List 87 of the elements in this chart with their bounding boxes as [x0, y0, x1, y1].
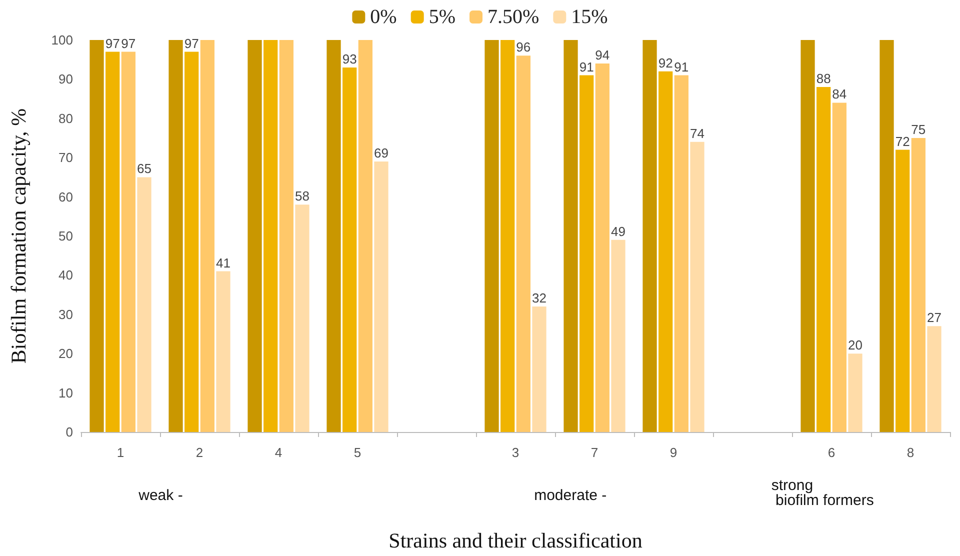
- data-label: 49: [611, 224, 626, 239]
- data-label: 97: [105, 36, 120, 51]
- x-tick-label: 2: [196, 445, 204, 460]
- text: moderate -: [534, 487, 607, 504]
- x-tick-label: 8: [906, 445, 914, 460]
- bar: [295, 204, 310, 432]
- x-tick-label: 4: [274, 445, 282, 460]
- bar: [800, 40, 815, 432]
- data-label: 97: [184, 36, 199, 51]
- bar: [816, 87, 831, 432]
- bar: [106, 52, 120, 432]
- y-tick-label: 100: [51, 32, 73, 48]
- x-tick-label: 3: [512, 445, 520, 460]
- bar: [674, 75, 688, 432]
- y-tick-label: 20: [58, 346, 73, 362]
- data-label: 20: [848, 338, 862, 353]
- x-tick-label: 9: [670, 445, 678, 460]
- bar: [121, 52, 136, 432]
- data-label: 41: [216, 255, 230, 270]
- bar: [342, 67, 357, 432]
- y-tick-label: 80: [58, 110, 73, 126]
- bar: [848, 354, 862, 432]
- y-tick-label: 70: [58, 150, 73, 166]
- bar: [927, 326, 942, 432]
- bar: [564, 40, 578, 432]
- data-label: 32: [532, 290, 546, 306]
- bar: [880, 40, 894, 432]
- y-tick-label: 90: [58, 72, 73, 87]
- bar: [500, 40, 515, 432]
- bar: [580, 75, 594, 432]
- bar: [264, 40, 278, 432]
- x-tick-label: 1: [116, 445, 124, 460]
- x-tick-label: 7: [590, 445, 598, 460]
- data-label: 74: [690, 126, 704, 141]
- bar: [200, 40, 214, 432]
- data-label: 94: [595, 48, 610, 63]
- bar: [896, 150, 910, 432]
- bar: [595, 64, 610, 432]
- bar: [184, 52, 199, 432]
- bar: [658, 71, 673, 432]
- y-axis-title: Biofilm formation capacity, %: [6, 108, 30, 364]
- data-label: 65: [137, 161, 152, 176]
- data-label: 91: [579, 59, 594, 74]
- bar: [611, 240, 626, 432]
- y-tick-label: 50: [58, 228, 73, 244]
- bar: [326, 40, 341, 432]
- bar: [374, 162, 388, 432]
- data-label: 75: [911, 122, 926, 137]
- bar: [168, 40, 183, 432]
- bar: [532, 306, 546, 432]
- legend-label: 5%: [428, 6, 456, 28]
- bar: [279, 40, 294, 432]
- data-label: 84: [832, 86, 847, 102]
- bar: [90, 40, 104, 432]
- y-tick-label: 60: [58, 189, 73, 204]
- bar: [484, 40, 499, 432]
- data-label: 69: [374, 146, 388, 161]
- bar: [911, 138, 926, 432]
- y-tick-label: 0: [66, 424, 73, 440]
- y-tick-label: 30: [58, 306, 73, 322]
- data-label: 97: [121, 36, 136, 51]
- bar: [216, 271, 230, 432]
- bar: [358, 40, 372, 432]
- bar: [137, 177, 152, 432]
- x-axis-title: Strains and their classification: [388, 528, 643, 552]
- data-label: 93: [342, 51, 357, 66]
- text: strong biofilm formers: [771, 477, 874, 509]
- bar: [516, 56, 530, 432]
- data-label: 58: [295, 188, 310, 204]
- data-label: 27: [927, 310, 942, 326]
- bar: [642, 40, 657, 432]
- x-tick-label: 5: [354, 445, 362, 460]
- legend-label: 15%: [571, 6, 608, 28]
- text: weak -: [138, 487, 183, 504]
- data-label: 72: [895, 134, 910, 149]
- data-label: 96: [516, 40, 531, 55]
- x-tick-label: 6: [828, 445, 836, 460]
- data-label: 92: [658, 55, 673, 70]
- data-label: 88: [816, 71, 831, 86]
- bar: [248, 40, 262, 432]
- bar: [690, 142, 704, 432]
- legend-label: 7.50%: [488, 6, 540, 28]
- legend-label: 0%: [370, 6, 397, 28]
- data-label: 91: [674, 59, 689, 74]
- y-tick-label: 40: [58, 268, 73, 283]
- bar: [832, 102, 846, 432]
- y-tick-label: 10: [58, 385, 73, 400]
